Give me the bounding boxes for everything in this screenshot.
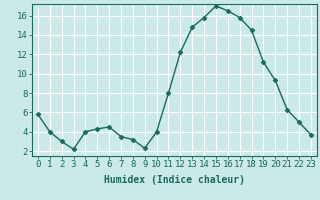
- X-axis label: Humidex (Indice chaleur): Humidex (Indice chaleur): [104, 175, 245, 185]
